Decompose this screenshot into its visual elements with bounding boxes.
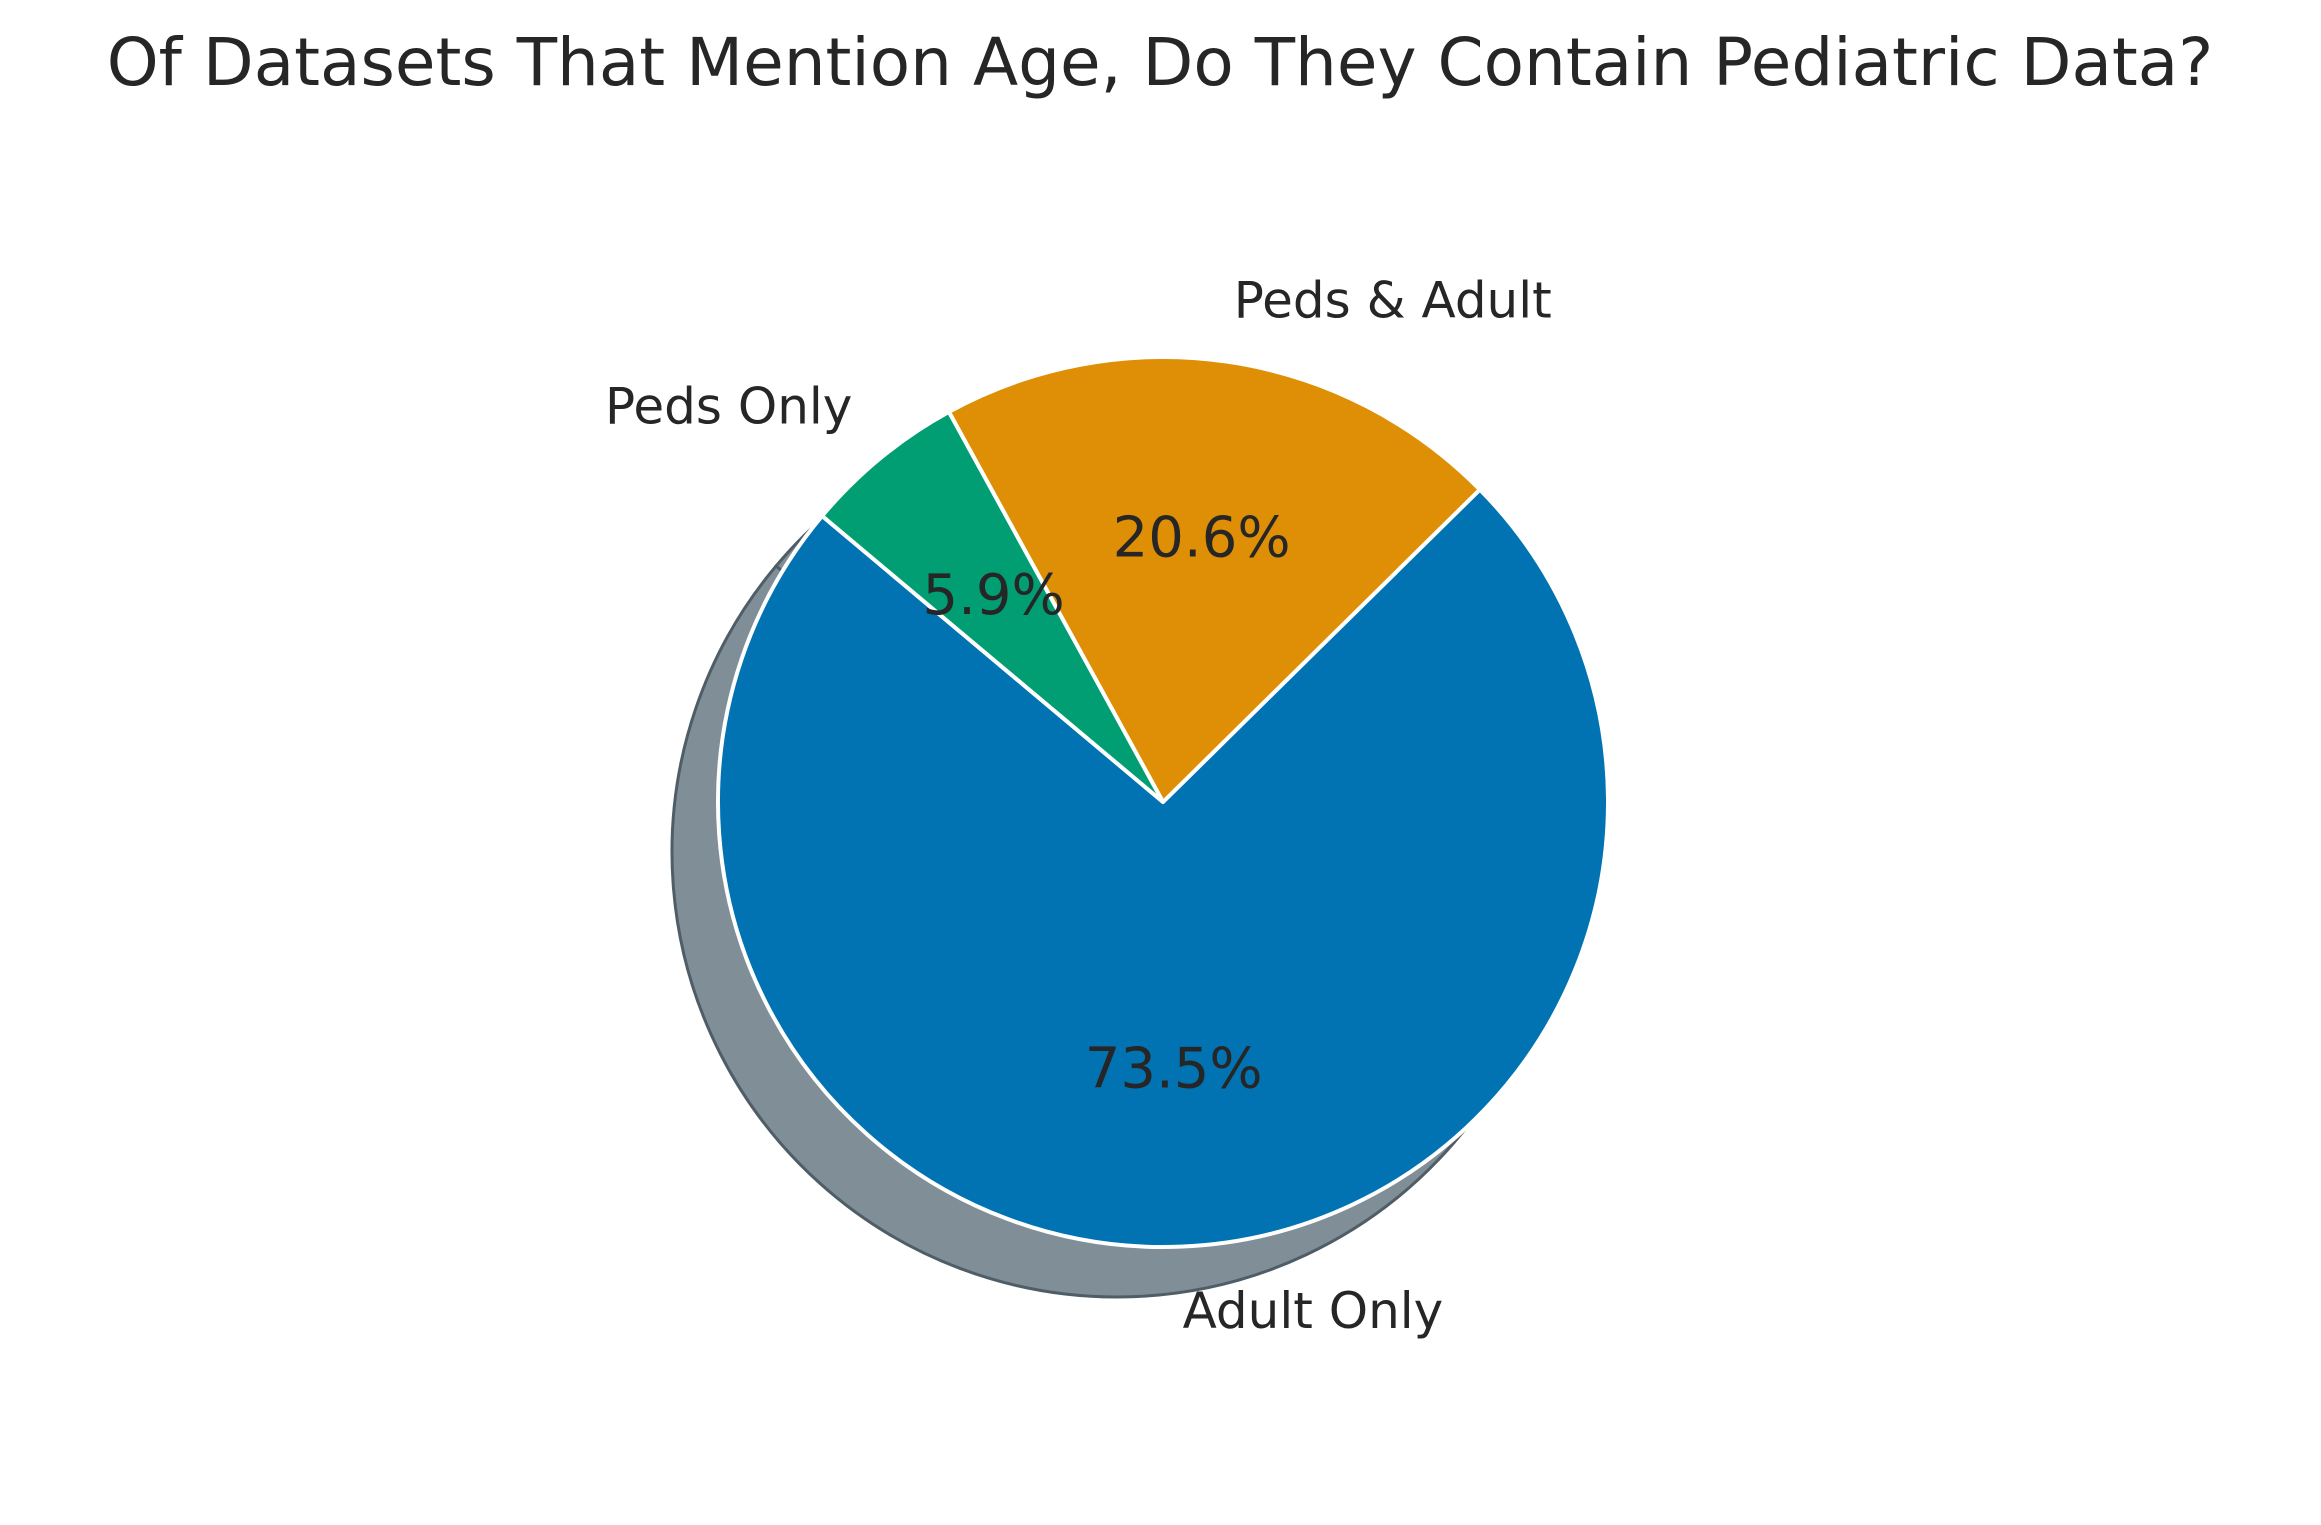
- pie-slice-peds-only: [820, 409, 1165, 804]
- slice-percent-peds-only: 5.9%: [922, 563, 1064, 628]
- chart-title: Of Datasets That Mention Age, Do They Co…: [107, 24, 2214, 101]
- slice-percent-peds-adult: 20.6%: [1113, 505, 1291, 570]
- slice-label-peds-only: Peds Only: [605, 378, 852, 436]
- slice-label-peds-adult: Peds & Adult: [1234, 272, 1552, 330]
- slice-percent-adult-only: 73.5%: [1085, 1036, 1263, 1101]
- pie-label-layer: Adult Only 73.5% Peds & Adult 20.6% Peds Onl…: [605, 272, 1552, 1340]
- pie-slice-adult-only: [716, 487, 1610, 1249]
- pie-slice-layer: [716, 355, 1610, 1249]
- pie-slice-peds-adult: [946, 355, 1482, 804]
- slice-label-adult-only: Adult Only: [1183, 1282, 1444, 1340]
